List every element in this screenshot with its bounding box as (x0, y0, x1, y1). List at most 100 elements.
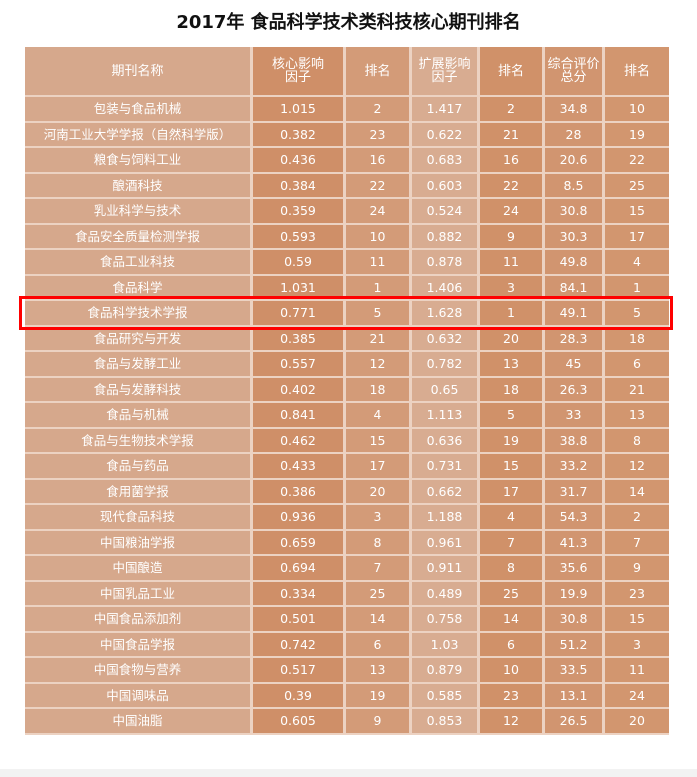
cell-total-rank: 20 (605, 709, 669, 735)
cell-journal-name: 食品与发酵工业 (25, 352, 253, 378)
cell-extended-rank: 9 (480, 224, 545, 250)
cell-extended-impact-factor: 0.882 (412, 224, 480, 250)
cell-core-rank: 11 (346, 250, 412, 276)
cell-total-rank: 18 (605, 326, 669, 352)
cell-core-rank: 7 (346, 556, 412, 582)
cell-extended-impact-factor: 0.585 (412, 683, 480, 709)
table-row: 食品安全质量检测学报 0.593 10 0.882 9 30.3 17 (25, 224, 669, 250)
cell-core-impact-factor: 0.402 (253, 377, 346, 403)
header-extended-impact-factor: 扩展影响 因子 (412, 47, 480, 97)
table-row: 食用菌学报 0.386 20 0.662 17 31.7 14 (25, 479, 669, 505)
cell-total-score: 34.8 (545, 97, 605, 123)
cell-extended-rank: 2 (480, 97, 545, 123)
cell-core-impact-factor: 0.605 (253, 709, 346, 735)
cell-total-rank: 11 (605, 658, 669, 684)
cell-core-rank: 15 (346, 428, 412, 454)
cell-extended-impact-factor: 1.417 (412, 97, 480, 123)
cell-journal-name: 食品与机械 (25, 403, 253, 429)
table-row-highlighted: 食品科学技术学报 0.771 5 1.628 1 49.1 5 (25, 301, 669, 327)
cell-total-rank: 9 (605, 556, 669, 582)
cell-total-score: 13.1 (545, 683, 605, 709)
cell-extended-impact-factor: 0.662 (412, 479, 480, 505)
table-row: 中国粮油学报 0.659 8 0.961 7 41.3 7 (25, 530, 669, 556)
cell-total-score: 35.6 (545, 556, 605, 582)
cell-extended-rank: 23 (480, 683, 545, 709)
cell-core-rank: 21 (346, 326, 412, 352)
cell-core-rank: 23 (346, 122, 412, 148)
cell-core-impact-factor: 1.015 (253, 97, 346, 123)
table-row: 食品与发酵工业 0.557 12 0.782 13 45 6 (25, 352, 669, 378)
cell-extended-impact-factor: 0.683 (412, 148, 480, 174)
cell-total-score: 30.8 (545, 199, 605, 225)
cell-core-rank: 14 (346, 607, 412, 633)
cell-extended-impact-factor: 1.628 (412, 301, 480, 327)
cell-journal-name: 食品安全质量检测学报 (25, 224, 253, 250)
cell-journal-name: 粮食与饲料工业 (25, 148, 253, 174)
cell-core-impact-factor: 0.386 (253, 479, 346, 505)
cell-extended-rank: 12 (480, 709, 545, 735)
cell-total-rank: 15 (605, 199, 669, 225)
cell-core-impact-factor: 0.936 (253, 505, 346, 531)
cell-total-rank: 7 (605, 530, 669, 556)
cell-core-impact-factor: 0.334 (253, 581, 346, 607)
cell-core-rank: 3 (346, 505, 412, 531)
cell-journal-name: 中国乳品工业 (25, 581, 253, 607)
table-row: 食品与机械 0.841 4 1.113 5 33 13 (25, 403, 669, 429)
cell-extended-rank: 10 (480, 658, 545, 684)
cell-core-impact-factor: 0.436 (253, 148, 346, 174)
cell-core-rank: 9 (346, 709, 412, 735)
cell-extended-rank: 19 (480, 428, 545, 454)
cell-total-rank: 6 (605, 352, 669, 378)
cell-total-rank: 24 (605, 683, 669, 709)
cell-total-rank: 10 (605, 97, 669, 123)
cell-total-rank: 3 (605, 632, 669, 658)
cell-extended-impact-factor: 0.636 (412, 428, 480, 454)
cell-total-score: 20.6 (545, 148, 605, 174)
cell-extended-impact-factor: 0.878 (412, 250, 480, 276)
cell-total-rank: 25 (605, 173, 669, 199)
cell-extended-rank: 13 (480, 352, 545, 378)
cell-journal-name: 食品与发酵科技 (25, 377, 253, 403)
table-row: 中国食品学报 0.742 6 1.03 6 51.2 3 (25, 632, 669, 658)
cell-journal-name: 中国食物与营养 (25, 658, 253, 684)
cell-core-impact-factor: 0.694 (253, 556, 346, 582)
cell-core-impact-factor: 0.433 (253, 454, 346, 480)
cell-core-rank: 8 (346, 530, 412, 556)
cell-extended-impact-factor: 0.622 (412, 122, 480, 148)
cell-total-rank: 22 (605, 148, 669, 174)
cell-extended-impact-factor: 0.758 (412, 607, 480, 633)
cell-total-rank: 12 (605, 454, 669, 480)
cell-core-rank: 6 (346, 632, 412, 658)
cell-journal-name: 中国粮油学报 (25, 530, 253, 556)
table-row: 食品与发酵科技 0.402 18 0.65 18 26.3 21 (25, 377, 669, 403)
cell-extended-impact-factor: 0.879 (412, 658, 480, 684)
table-row: 食品与生物技术学报 0.462 15 0.636 19 38.8 8 (25, 428, 669, 454)
cell-total-score: 33.2 (545, 454, 605, 480)
cell-total-rank: 15 (605, 607, 669, 633)
cell-total-score: 26.3 (545, 377, 605, 403)
cell-total-rank: 8 (605, 428, 669, 454)
cell-core-impact-factor: 0.659 (253, 530, 346, 556)
cell-total-rank: 19 (605, 122, 669, 148)
cell-core-impact-factor: 0.742 (253, 632, 346, 658)
cell-core-rank: 2 (346, 97, 412, 123)
cell-extended-rank: 16 (480, 148, 545, 174)
cell-extended-impact-factor: 0.603 (412, 173, 480, 199)
cell-total-rank: 13 (605, 403, 669, 429)
cell-core-rank: 20 (346, 479, 412, 505)
cell-journal-name: 中国酿造 (25, 556, 253, 582)
cell-extended-rank: 1 (480, 301, 545, 327)
page-title: 2017年 食品科学技术类科技核心期刊排名 (176, 12, 521, 33)
cell-extended-impact-factor: 1.113 (412, 403, 480, 429)
cell-core-impact-factor: 0.462 (253, 428, 346, 454)
table-row: 河南工业大学学报（自然科学版） 0.382 23 0.622 21 28 19 (25, 122, 669, 148)
cell-core-rank: 19 (346, 683, 412, 709)
cell-total-rank: 2 (605, 505, 669, 531)
cell-total-rank: 14 (605, 479, 669, 505)
cell-total-score: 31.7 (545, 479, 605, 505)
cell-journal-name: 食品与药品 (25, 454, 253, 480)
table-row: 酿酒科技 0.384 22 0.603 22 8.5 25 (25, 173, 669, 199)
table-row: 中国酿造 0.694 7 0.911 8 35.6 9 (25, 556, 669, 582)
cell-extended-rank: 20 (480, 326, 545, 352)
table-row: 中国油脂 0.605 9 0.853 12 26.5 20 (25, 709, 669, 735)
